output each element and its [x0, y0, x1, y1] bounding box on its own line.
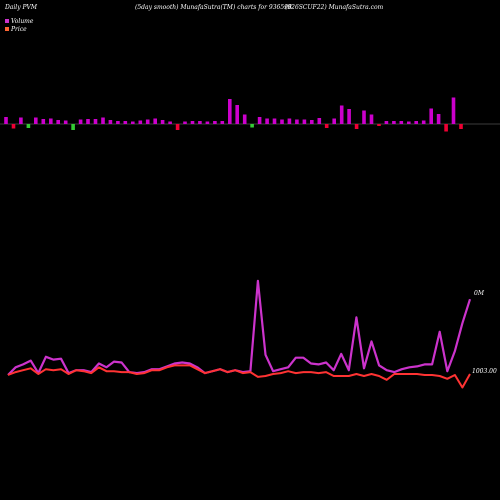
chart-header-right: (926SCUF22) MunafaSutra.com [285, 4, 384, 11]
volume-bar [377, 124, 381, 126]
volume-bar [220, 121, 225, 124]
volume-bar [339, 105, 344, 124]
volume-bar [78, 119, 83, 124]
volume-bar [272, 118, 277, 124]
volume-bar [49, 118, 53, 124]
volume-bar [354, 124, 359, 129]
volume-bar [407, 121, 411, 124]
legend-item-price: Price [5, 25, 33, 33]
volume-bar [392, 121, 396, 124]
volume-bar [101, 117, 105, 124]
volume-bar [444, 124, 448, 132]
volume-bar [384, 121, 389, 124]
volume-bar [19, 117, 23, 124]
volume-end-label: 0M [474, 290, 485, 297]
chart-header-center: (5day smooth) MunafaSutra(TM) charts for… [135, 4, 292, 11]
volume-bar [11, 124, 16, 129]
volume-bar [347, 109, 351, 124]
volume-bar [302, 119, 307, 124]
volume-bar [265, 118, 269, 124]
volume-bar [250, 124, 254, 128]
volume-bar [317, 118, 322, 124]
price-line [7, 364, 471, 389]
volume-bar [399, 121, 404, 124]
line-series [7, 279, 472, 389]
volume-bar [138, 120, 143, 124]
volume-bar [235, 105, 239, 124]
volume-bar [160, 120, 165, 124]
volume-bar [429, 108, 433, 124]
legend-label-volume: Volume [11, 17, 34, 25]
volume-bar [459, 124, 463, 129]
volume-bar [168, 121, 172, 124]
volume-bar [421, 120, 426, 124]
volume-bar [324, 124, 329, 128]
volume-bar [34, 117, 38, 124]
volume-bar [414, 121, 418, 124]
volume-bar [280, 119, 284, 124]
volume-bar [295, 119, 299, 124]
volume-bar [116, 121, 120, 124]
volume-bar [190, 121, 195, 124]
volume-line [7, 279, 472, 376]
volume-bar [451, 97, 456, 124]
volume-bar [131, 121, 135, 124]
volume-bar [362, 110, 366, 124]
volume-bar [145, 119, 150, 124]
volume-bar [175, 124, 180, 130]
legend-item-volume: Volume [5, 17, 33, 25]
volume-bar [26, 124, 31, 128]
volume-bar [123, 121, 128, 124]
volume-bar [205, 121, 210, 124]
price-end-label: 1003.00 [472, 368, 497, 375]
volume-bar [4, 117, 8, 124]
volume-bars [4, 97, 463, 132]
chart-header-left: Daily PVM [5, 4, 38, 11]
volume-bar [213, 121, 217, 124]
volume-bar [86, 119, 90, 124]
volume-bar [41, 119, 46, 124]
legend: Volume Price [5, 17, 33, 33]
volume-bar [228, 99, 232, 124]
volume-bar [257, 117, 262, 124]
volume-bar [369, 114, 374, 124]
volume-bar [108, 120, 113, 124]
volume-bar [332, 118, 336, 124]
legend-label-price: Price [11, 25, 27, 33]
volume-bar [183, 121, 187, 124]
volume-bar [71, 124, 75, 130]
volume-bar [63, 120, 68, 124]
volume-bar [198, 121, 202, 124]
volume-bar [436, 114, 441, 124]
volume-bar [153, 118, 157, 124]
volume-bar [242, 114, 247, 124]
volume-bar [56, 120, 60, 124]
volume-bar [310, 120, 314, 124]
legend-swatch-volume [5, 19, 9, 23]
legend-swatch-price [5, 27, 9, 31]
volume-bar [93, 119, 98, 124]
volume-bar [287, 118, 292, 124]
